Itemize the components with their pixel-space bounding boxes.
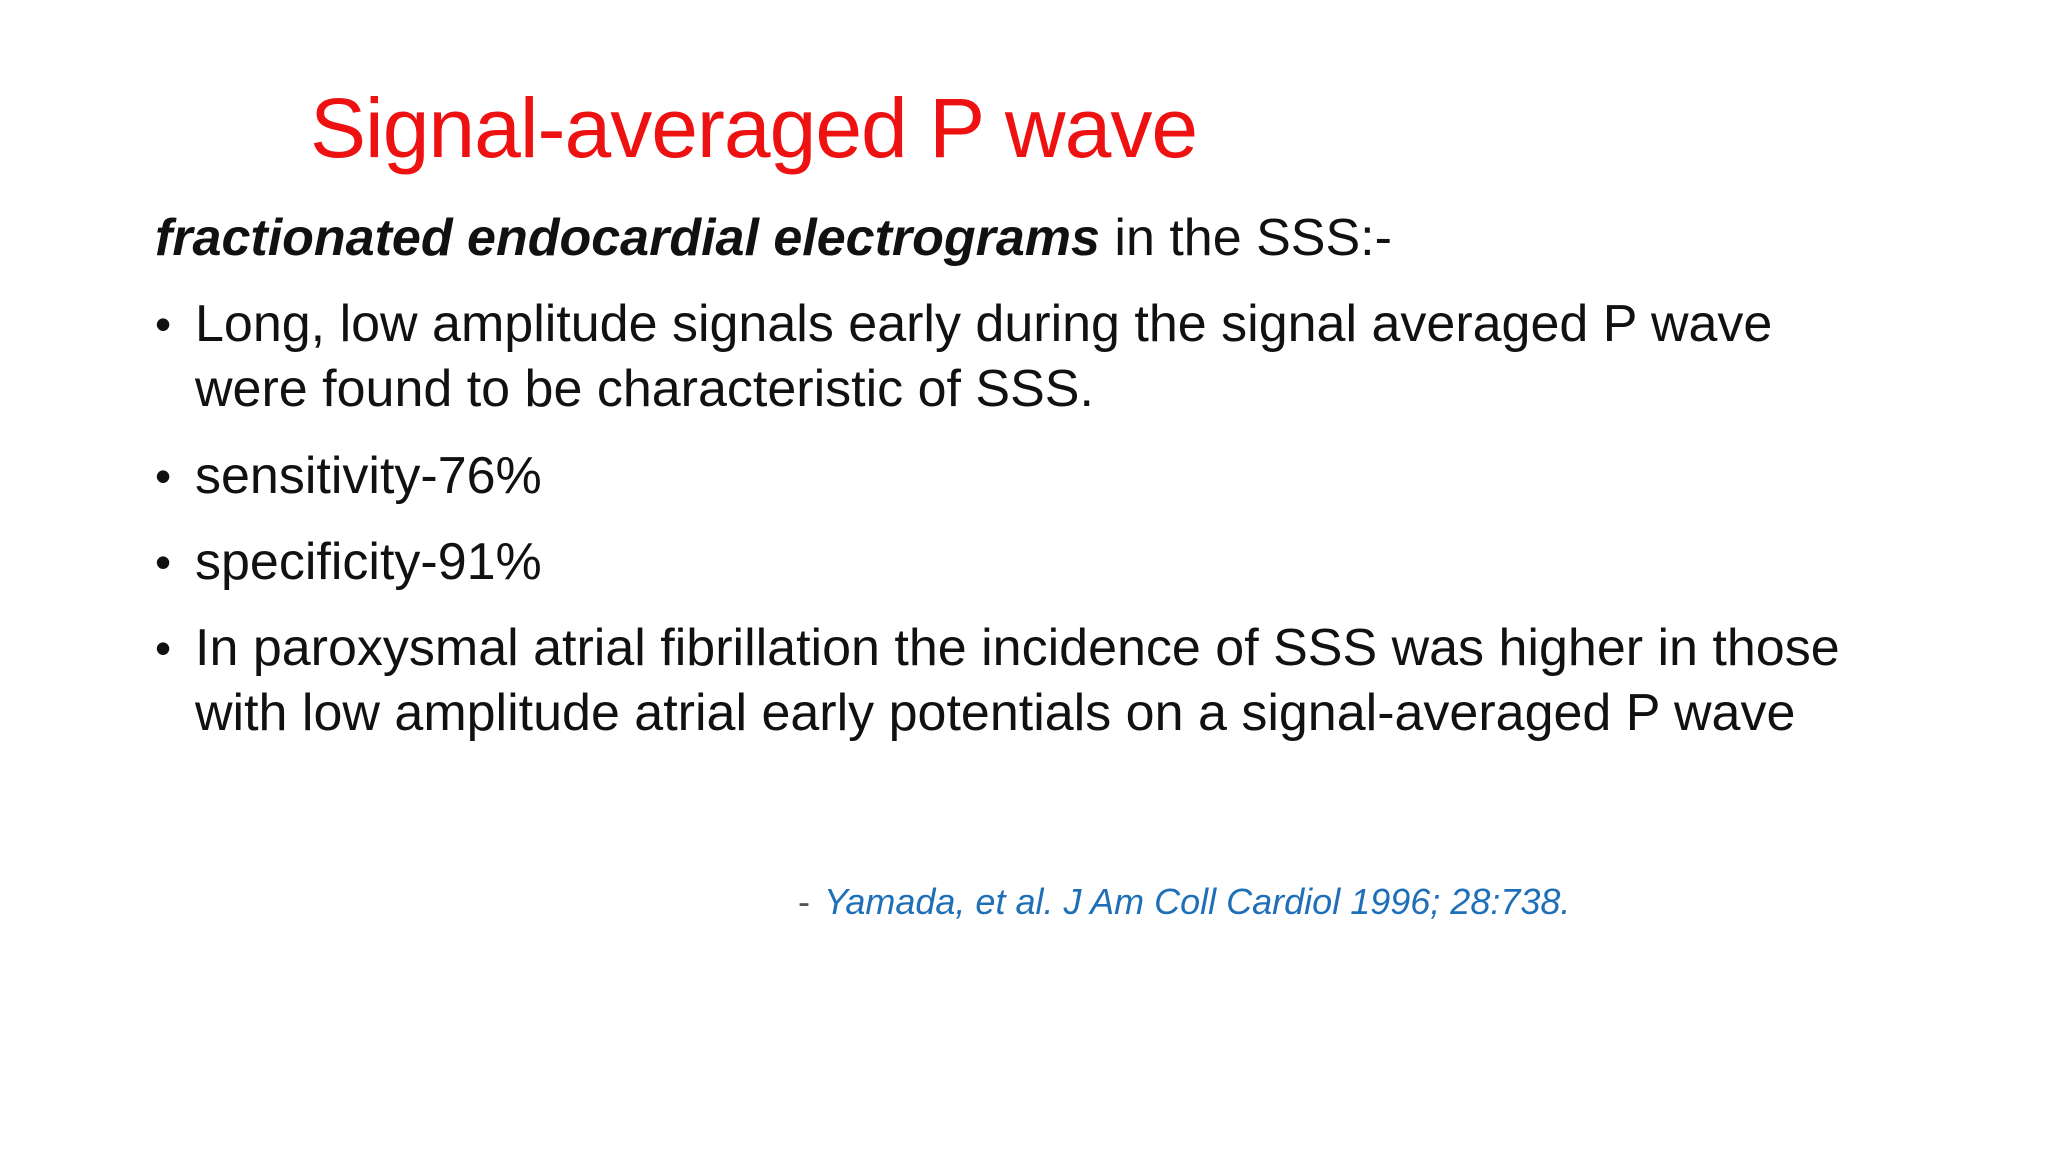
bullet-text: In paroxysmal atrial fibrillation the in… bbox=[195, 619, 1840, 742]
bullet-item: • specificity-91% bbox=[155, 530, 1895, 595]
slide-subtitle: fractionated endocardial electrograms in… bbox=[155, 206, 1392, 270]
bullet-item: • In paroxysmal atrial fibrillation the … bbox=[155, 616, 1895, 746]
citation: - Yamada, et al. J Am Coll Cardiol 1996; … bbox=[798, 878, 1570, 926]
bullet-text: sensitivity-76% bbox=[195, 447, 542, 505]
bullet-text: Long, low amplitude signals early during… bbox=[195, 295, 1773, 418]
bullet-item: • Long, low amplitude signals early duri… bbox=[155, 292, 1895, 422]
subtitle-emphasis: fractionated endocardial electrograms bbox=[155, 209, 1100, 267]
citation-dash: - bbox=[798, 881, 810, 922]
bullet-item: • sensitivity-76% bbox=[155, 444, 1895, 509]
bullet-dot-icon: • bbox=[155, 450, 172, 502]
bullet-dot-icon: • bbox=[155, 622, 172, 674]
bullet-text: specificity-91% bbox=[195, 533, 542, 591]
bullet-dot-icon: • bbox=[155, 298, 172, 350]
slide-title: Signal-averaged P wave bbox=[310, 81, 1198, 175]
citation-reference: Yamada, et al. J Am Coll Cardiol 1996; 2… bbox=[824, 881, 1571, 922]
bullet-dot-icon: • bbox=[155, 536, 172, 588]
subtitle-rest: in the SSS:- bbox=[1099, 209, 1392, 267]
